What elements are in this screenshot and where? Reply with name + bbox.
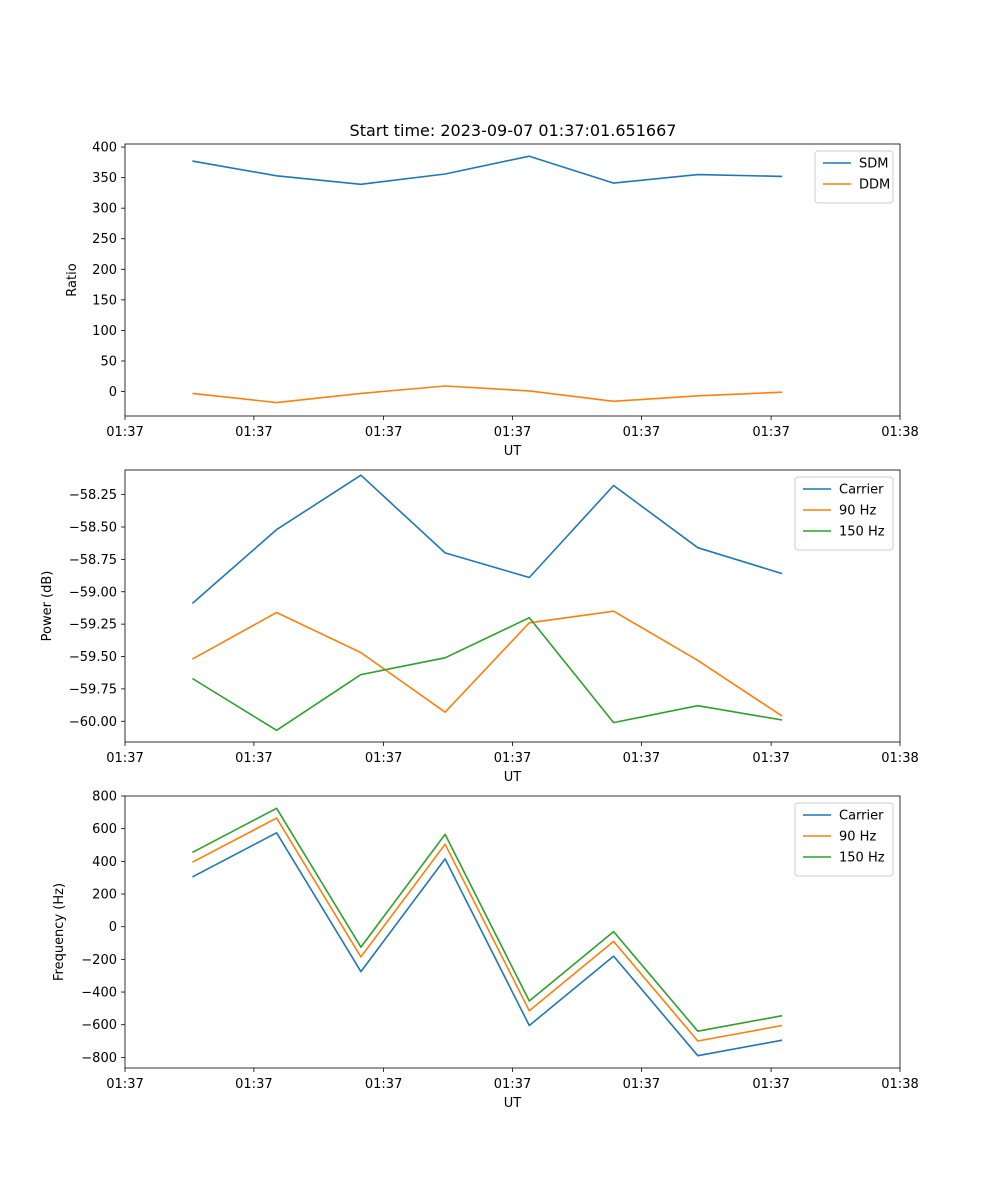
- y-tick-label: 150: [92, 293, 117, 308]
- y-tick-label: −400: [81, 986, 117, 1001]
- y-tick-label: −800: [81, 1051, 117, 1066]
- y-tick-label: 300: [92, 202, 117, 217]
- series-line-150-hz: [192, 807, 783, 1032]
- y-axis-label: Ratio: [65, 263, 80, 296]
- series-line-150-hz: [191, 616, 783, 732]
- x-tick-label: 01:37: [106, 425, 143, 440]
- y-tick-label: 200: [92, 888, 117, 903]
- legend-label: 90 Hz: [839, 504, 876, 519]
- y-tick-label: 250: [92, 232, 117, 247]
- x-tick-label: 01:37: [494, 751, 531, 766]
- figure-title: Start time: 2023-09-07 01:37:01.651667: [350, 121, 677, 140]
- y-axis-label: Frequency (Hz): [52, 883, 67, 981]
- legend-label: SDM: [859, 157, 888, 172]
- x-tick-label: 01:37: [623, 1077, 660, 1092]
- y-tick-label: −58.25: [69, 488, 117, 503]
- y-tick-label: 600: [92, 822, 117, 837]
- y-tick-label: −59.75: [69, 682, 117, 697]
- legend-label: Carrier: [839, 483, 884, 498]
- subplot-power: 01:37 01:37 01:37 01:37 01:37 01:37 01:38 −60.0…: [40, 469, 919, 785]
- series-line-sdm: [192, 155, 783, 186]
- x-axis-label: UT: [504, 444, 522, 459]
- x-tick-label: 01:37: [235, 1077, 272, 1092]
- x-tick-label: 01:37: [494, 1077, 531, 1092]
- series-line-carrier: [191, 474, 783, 605]
- x-tick-label: 01:37: [494, 425, 531, 440]
- y-axis-label: Power (dB): [40, 571, 55, 642]
- axes-frame: [124, 469, 901, 743]
- x-tick-label: 01:37: [235, 751, 272, 766]
- x-tick-label: 01:37: [623, 751, 660, 766]
- x-tick-label: 01:37: [752, 751, 789, 766]
- x-tick-label: 01:37: [752, 1077, 789, 1092]
- y-tick-label: −58.75: [69, 553, 117, 568]
- legend-label: Carrier: [839, 809, 884, 824]
- x-tick-label: 01:37: [752, 425, 789, 440]
- x-tick-label: 01:37: [365, 425, 402, 440]
- legend-label: 150 Hz: [839, 851, 885, 866]
- x-tick-label: 01:38: [881, 751, 918, 766]
- y-tick-label: 400: [92, 855, 117, 870]
- series-line-90-hz: [192, 817, 783, 1042]
- axes-frame: [124, 143, 901, 417]
- legend-label: 90 Hz: [839, 830, 876, 845]
- x-tick-label: 01:38: [881, 425, 918, 440]
- x-tick-label: 01:37: [235, 425, 272, 440]
- y-tick-label: −59.25: [69, 618, 117, 633]
- x-tick-label: 01:38: [881, 1077, 918, 1092]
- x-axis-label: UT: [504, 770, 522, 785]
- x-axis-label: UT: [504, 1096, 522, 1111]
- y-tick-label: 800: [92, 790, 117, 805]
- series-line-90-hz: [192, 610, 783, 717]
- y-tick-label: 350: [92, 171, 117, 186]
- subplot-frequency: 01:37 01:37 01:37 01:37 01:37 01:37 01:38 −800 −…: [52, 790, 919, 1112]
- y-tick-label: −600: [81, 1018, 117, 1033]
- y-tick-label: 100: [92, 324, 117, 339]
- x-tick-label: 01:37: [623, 425, 660, 440]
- legend-label: DDM: [859, 178, 890, 193]
- x-tick-label: 01:37: [106, 751, 143, 766]
- y-tick-label: 0: [109, 920, 117, 935]
- y-tick-label: 200: [92, 263, 117, 278]
- x-tick-label: 01:37: [365, 1077, 402, 1092]
- x-tick-label: 01:37: [365, 751, 402, 766]
- series-line-carrier: [192, 831, 783, 1057]
- x-tick-label: 01:37: [106, 1077, 143, 1092]
- y-tick-label: 50: [100, 354, 117, 369]
- y-tick-label: 400: [92, 141, 117, 156]
- y-tick-label: −60.00: [69, 715, 117, 730]
- y-tick-label: −200: [81, 953, 117, 968]
- series-line-ddm: [192, 385, 783, 404]
- legend-label: 150 Hz: [839, 525, 885, 540]
- legend-box: [814, 150, 894, 204]
- y-tick-label: 0: [109, 385, 117, 400]
- y-tick-label: −59.00: [69, 585, 117, 600]
- y-tick-label: −58.50: [69, 520, 117, 535]
- y-tick-label: −59.50: [69, 650, 117, 665]
- subplot-ratio: 01:37 01:37 01:37 01:37 01:37 01:37 01:38 0 50 10…: [65, 141, 919, 459]
